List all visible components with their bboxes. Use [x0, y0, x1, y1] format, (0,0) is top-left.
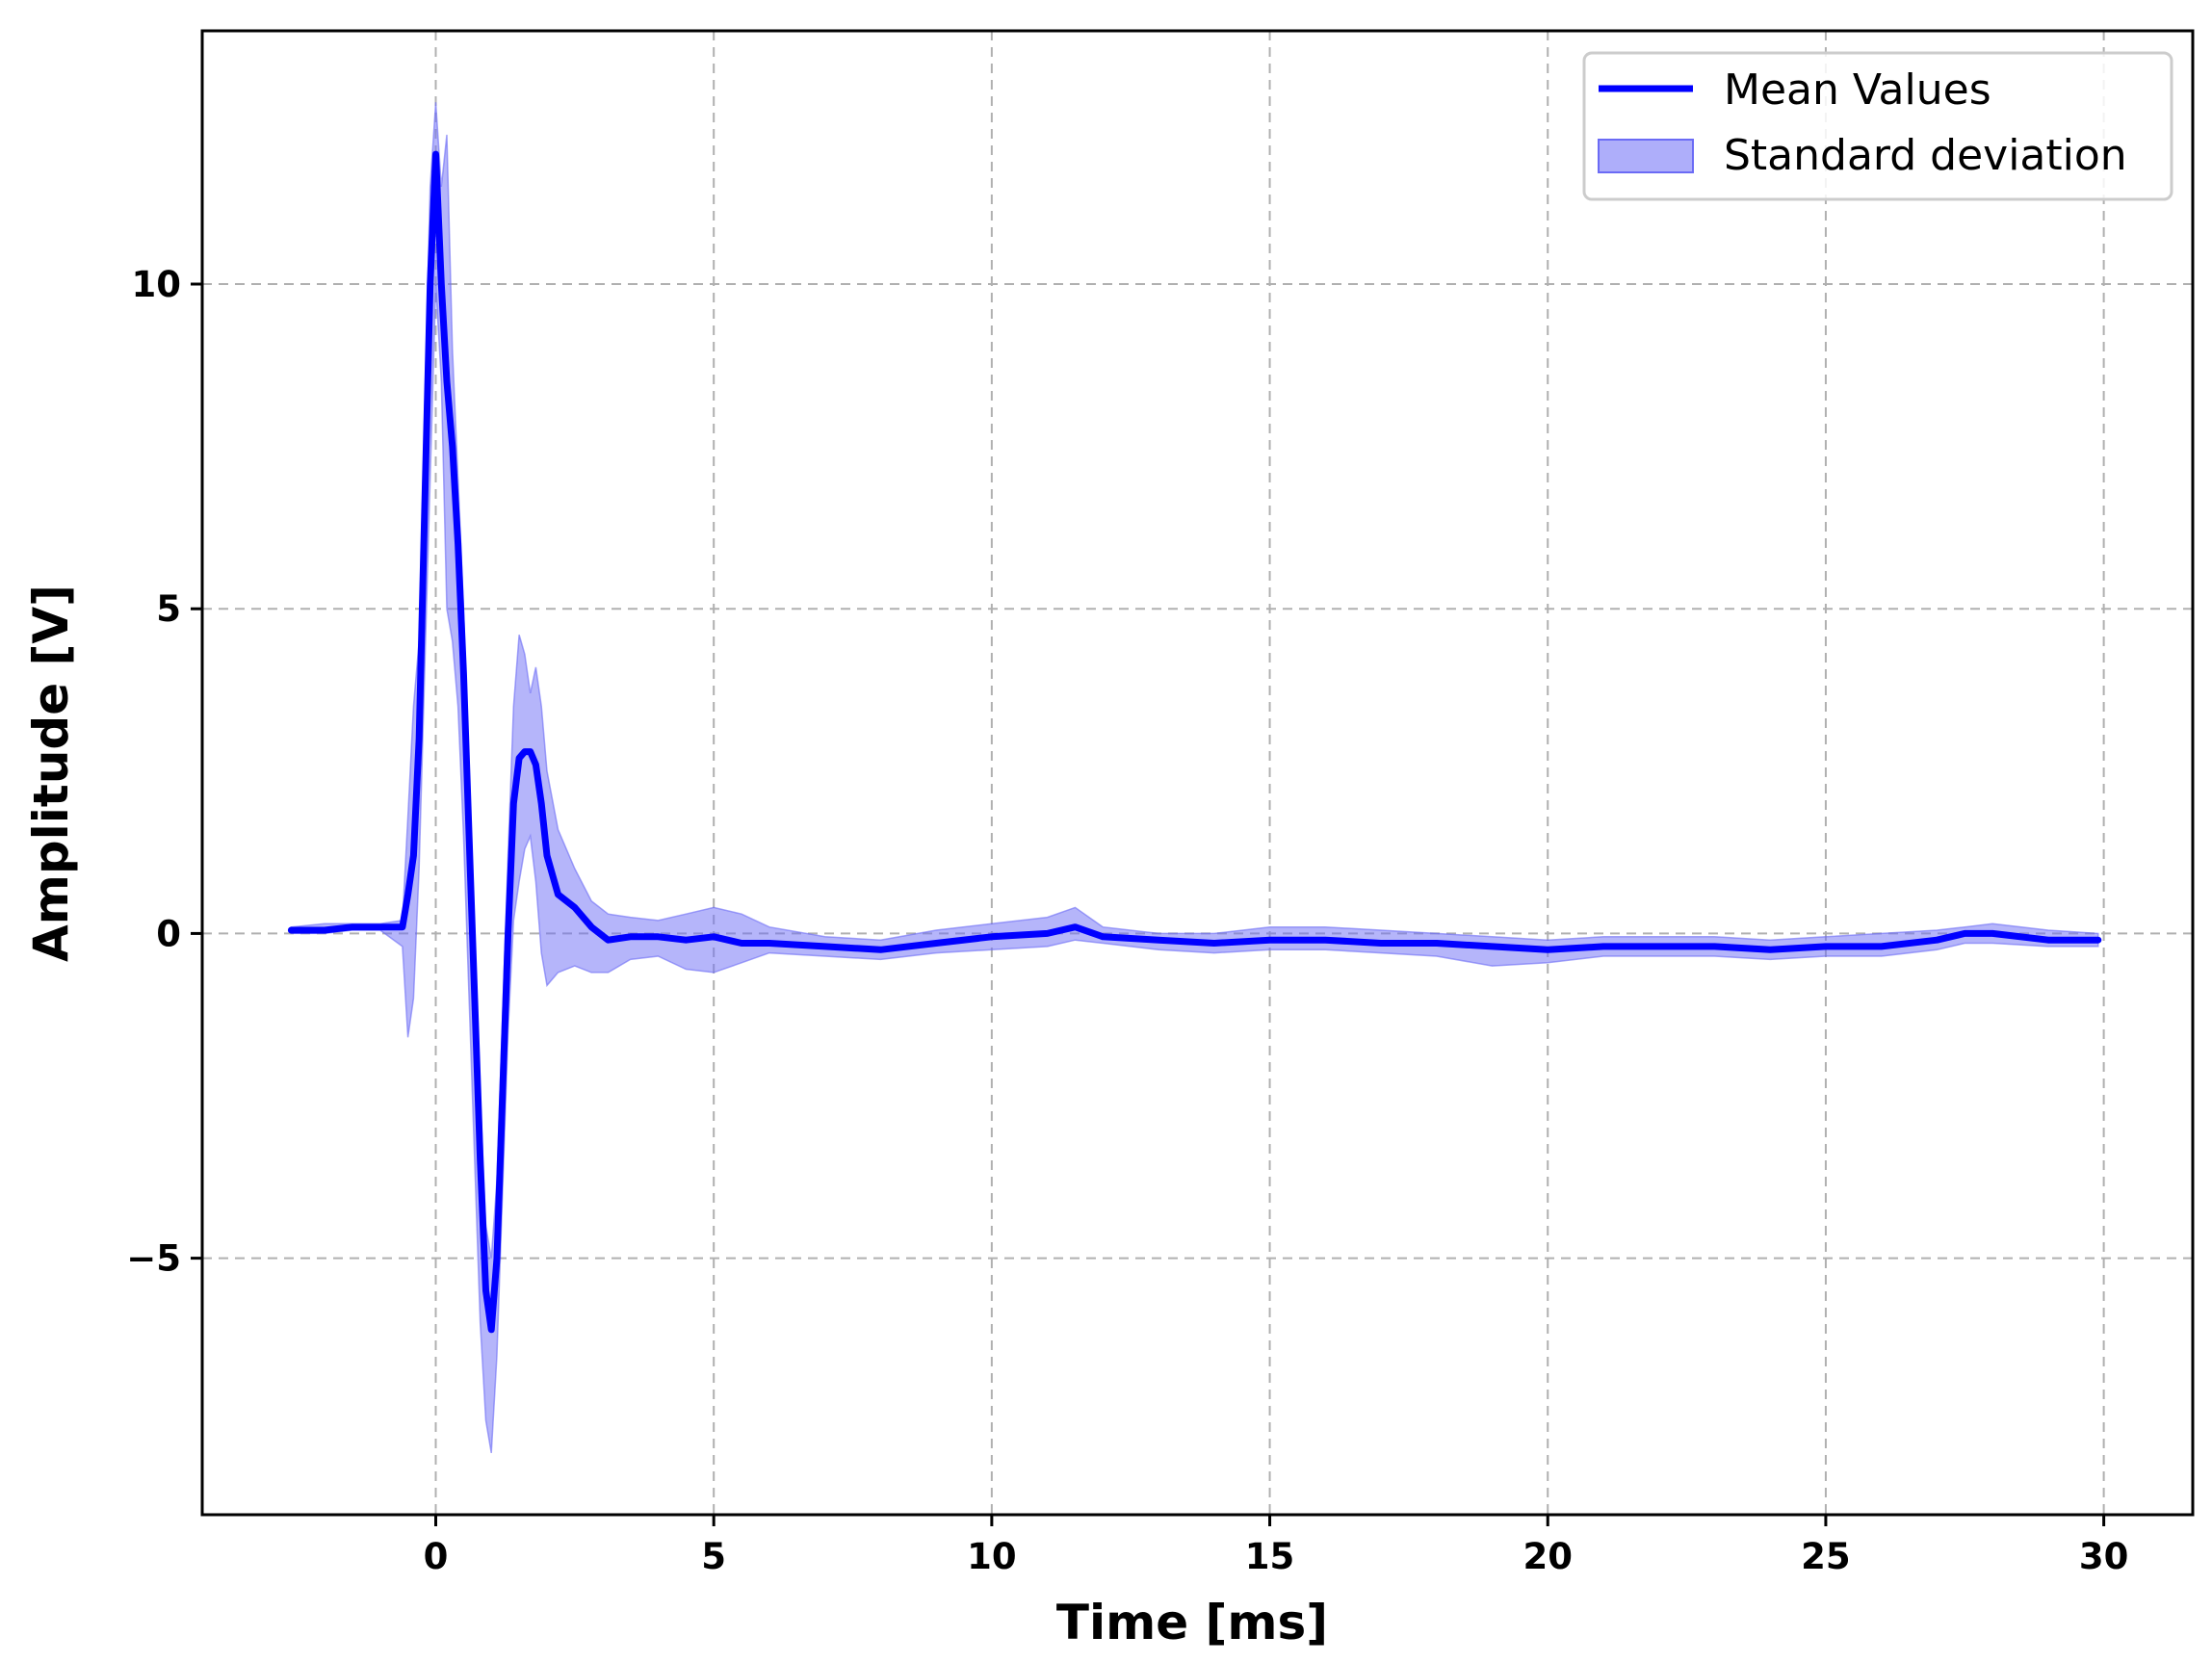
- mean-values-line: [287, 150, 2102, 1334]
- x-axis-label: Time [ms]: [1056, 1595, 1328, 1650]
- y-tick-label-10: 10: [132, 264, 182, 305]
- legend: Mean Values Standard deviation: [1582, 51, 2173, 201]
- legend-label-standard-deviation: Standard deviation: [1724, 131, 2127, 180]
- y-tick-label--5: −5: [126, 1238, 181, 1280]
- y-tick-label-0: 0: [156, 913, 181, 954]
- mean-line-layer: [287, 150, 2102, 1334]
- x-axis-ticks: 0 5 10 15 20 25 30: [424, 1515, 2129, 1577]
- grid: [202, 31, 2193, 1515]
- x-tick-label-25: 25: [1801, 1536, 1851, 1577]
- y-axis-ticks: −5 0 5 10: [126, 264, 202, 1280]
- x-tick-label-5: 5: [701, 1536, 726, 1577]
- y-axis-label: Amplitude [V]: [23, 585, 79, 962]
- legend-swatch-std-band: [1598, 139, 1694, 173]
- x-tick-label-30: 30: [2079, 1536, 2129, 1577]
- x-tick-label-10: 10: [967, 1536, 1017, 1577]
- x-tick-label-20: 20: [1522, 1536, 1573, 1577]
- plot-frame: [200, 29, 2195, 1517]
- legend-frame: [1582, 51, 2173, 201]
- y-tick-label-5: 5: [156, 588, 181, 630]
- x-tick-label-15: 15: [1245, 1536, 1295, 1577]
- legend-label-mean-values: Mean Values: [1724, 65, 1991, 115]
- x-tick-label-0: 0: [424, 1536, 449, 1577]
